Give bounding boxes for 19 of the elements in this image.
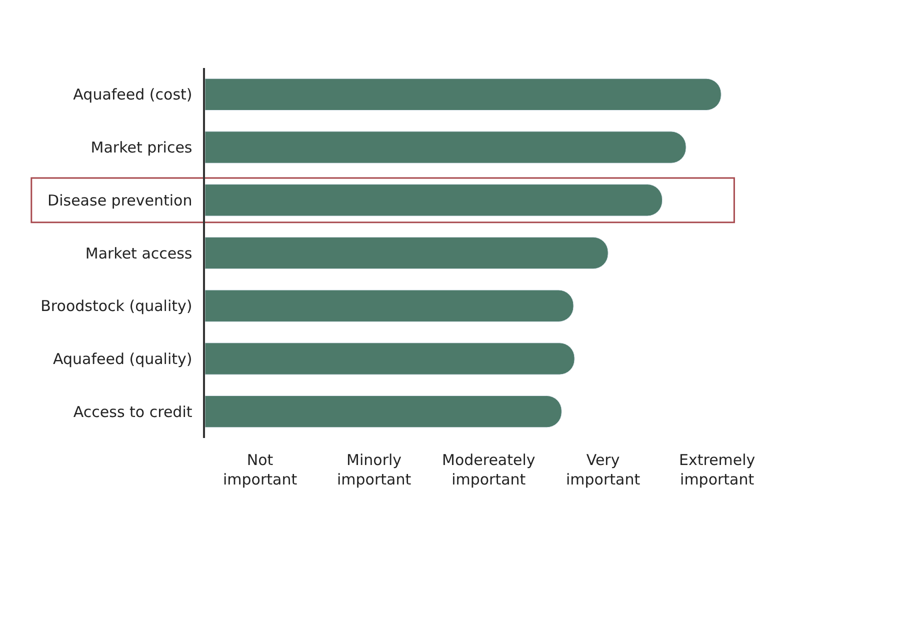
text: Minorly important	[337, 451, 412, 488]
bar	[205, 184, 663, 216]
y-tick-label: Disease prevention	[48, 191, 192, 210]
y-tick-label: Broodstock (quality)	[40, 297, 192, 316]
text: Modereately important	[442, 451, 536, 488]
bar	[205, 236, 608, 270]
text: Not important	[223, 451, 298, 488]
y-tick-label: Aquafeed (quality)	[52, 350, 192, 368]
y-tick-label: Market prices	[90, 138, 192, 157]
y-tick-label: Aquafeed (cost)	[73, 86, 192, 104]
text: Extremely important	[679, 451, 756, 488]
y-tick-label: Market access	[85, 244, 192, 262]
bar	[205, 78, 722, 111]
bar	[205, 395, 562, 428]
text: Very important	[566, 451, 640, 488]
bar	[205, 131, 686, 164]
y-tick-label: Access to credit	[73, 402, 192, 421]
bar	[205, 290, 574, 322]
bar	[205, 342, 575, 375]
